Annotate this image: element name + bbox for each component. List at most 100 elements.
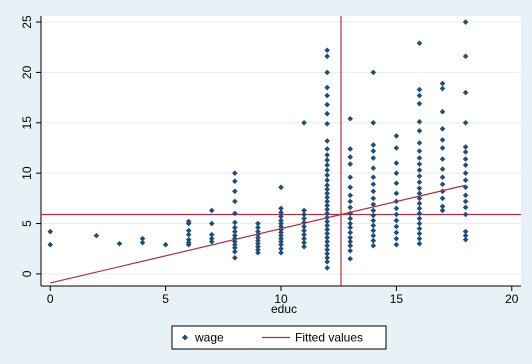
wage-point-86: [324, 182, 330, 189]
wage-point-25: [232, 224, 238, 231]
wage-point-29: [232, 238, 238, 245]
wage-point-134: [370, 188, 377, 195]
y-tick-label-15: 15: [20, 116, 34, 130]
wage-point-147: [393, 160, 400, 166]
wage-point-18: [208, 238, 215, 245]
wage-point-211: [462, 204, 469, 211]
wage-point-21: [232, 188, 238, 195]
wage-point-115: [347, 204, 354, 211]
wage-point-119: [347, 224, 354, 231]
wage-point-158: [393, 241, 400, 248]
wage-point-127: [370, 119, 377, 126]
wage-point-70: [324, 47, 330, 54]
wage-point-203: [462, 149, 469, 155]
wage-point-128: [370, 142, 377, 148]
wage-point-196: [439, 203, 446, 210]
wage-point-55: [278, 238, 284, 245]
wage-point-42: [255, 246, 261, 253]
wage-point-76: [324, 110, 330, 117]
wage-point-44: [278, 184, 284, 191]
wage-point-39: [255, 237, 261, 244]
wage-point-172: [416, 185, 423, 192]
fitted-values-line: [50, 184, 466, 284]
wage-point-195: [439, 195, 446, 202]
wage-point-177: [416, 210, 423, 217]
wage-point-85: [324, 177, 330, 184]
wage-point-169: [416, 167, 423, 173]
wage-point-175: [416, 200, 423, 207]
wage-point-67: [301, 235, 307, 242]
wage-point-24: [232, 219, 238, 226]
wage-point-93: [324, 210, 330, 217]
legend-fitted-label: Fitted values: [295, 331, 363, 345]
x-tick-label-0: 0: [47, 292, 54, 306]
x-tick-label-5: 5: [162, 292, 169, 306]
y-tick-label-10: 10: [20, 166, 34, 180]
legend-wage-marker: [182, 334, 188, 341]
wage-point-87: [324, 186, 330, 193]
wage-point-163: [416, 118, 423, 125]
wage-point-92: [324, 206, 330, 213]
wage-point-28: [232, 235, 238, 242]
wage-point-75: [324, 101, 330, 108]
wage-point-6: [162, 241, 169, 248]
wage-point-52: [278, 229, 284, 236]
wage-point-15: [208, 220, 215, 227]
wage-point-71: [324, 53, 330, 60]
wage-point-131: [370, 165, 377, 171]
wage-point-213: [462, 228, 469, 235]
wage-point-140: [370, 222, 377, 229]
wage-point-197: [439, 207, 446, 214]
wage-point-112: [347, 184, 354, 191]
wage-point-47: [278, 213, 284, 220]
wage-point-61: [301, 211, 307, 218]
wage-point-125: [347, 255, 354, 262]
wage-point-45: [278, 205, 284, 212]
wage-point-133: [370, 181, 377, 188]
wage-point-138: [370, 212, 377, 219]
wage-point-98: [324, 230, 330, 237]
wage-point-5: [139, 239, 146, 246]
wage-point-27: [232, 232, 238, 239]
wage-point-126: [370, 69, 377, 76]
wage-point-65: [301, 227, 307, 234]
wage-point-62: [301, 215, 307, 222]
wage-point-89: [324, 194, 330, 201]
wage-point-132: [370, 174, 377, 180]
wage-point-104: [324, 254, 330, 261]
wage-point-77: [324, 120, 330, 127]
wage-point-63: [301, 219, 307, 226]
x-tick-label-15: 15: [390, 292, 404, 306]
wage-point-184: [439, 80, 446, 87]
wage-point-111: [347, 174, 354, 180]
wage-point-214: [462, 232, 469, 239]
wage-point-79: [324, 146, 330, 152]
wage-point-150: [393, 190, 400, 197]
wage-point-74: [324, 92, 330, 99]
wage-point-176: [416, 205, 423, 212]
wage-point-88: [324, 190, 330, 197]
wage-point-205: [462, 162, 469, 168]
wage-point-46: [278, 209, 284, 216]
wage-point-146: [393, 145, 400, 151]
wage-point-189: [439, 145, 446, 151]
wage-point-13: [185, 241, 192, 248]
wage-point-108: [347, 146, 354, 152]
wage-point-212: [462, 211, 469, 218]
wage-point-84: [324, 172, 330, 178]
y-tick-label-0: 0: [20, 270, 34, 277]
wage-point-168: [416, 161, 423, 167]
wage-point-201: [462, 119, 469, 126]
wage-point-60: [301, 207, 307, 214]
wage-point-208: [462, 184, 469, 191]
wage-point-156: [393, 229, 400, 236]
wage-point-165: [416, 140, 423, 146]
wage-point-139: [370, 217, 377, 224]
wage-point-155: [393, 223, 400, 230]
wage-point-182: [416, 235, 423, 242]
wage-point-162: [416, 100, 423, 107]
wage-point-59: [301, 119, 307, 126]
wage-point-90: [324, 198, 330, 205]
wage-point-105: [324, 259, 330, 265]
wage-point-117: [347, 215, 354, 222]
